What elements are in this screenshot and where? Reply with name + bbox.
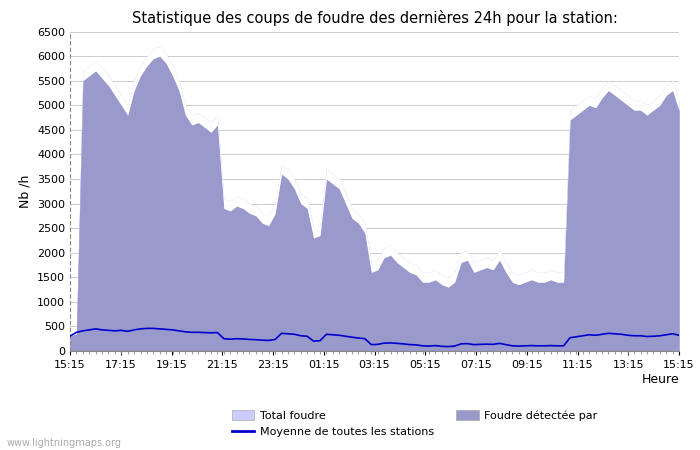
Legend: Total foudre, Moyenne de toutes les stations, Foudre détectée par: Total foudre, Moyenne de toutes les stat…	[228, 406, 602, 441]
Y-axis label: Nb /h: Nb /h	[18, 175, 32, 208]
Text: Heure: Heure	[641, 374, 679, 387]
Text: www.lightningmaps.org: www.lightningmaps.org	[7, 438, 122, 448]
Title: Statistique des coups de foudre des dernières 24h pour la station:: Statistique des coups de foudre des dern…	[132, 10, 617, 26]
